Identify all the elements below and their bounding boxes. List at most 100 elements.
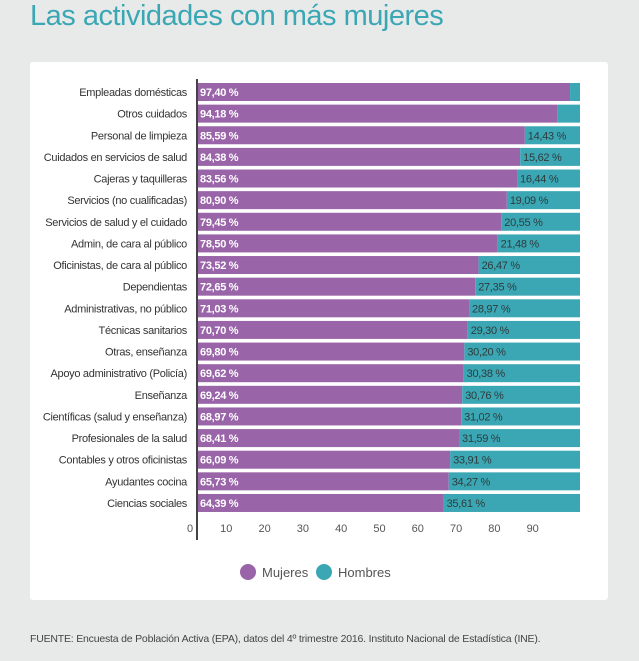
category-label: Cajeras y taquilleras bbox=[94, 174, 188, 186]
value-label-hombres: 27,35 % bbox=[478, 282, 517, 294]
value-label-mujeres: 83,56 % bbox=[200, 174, 239, 186]
category-label: Enseñanza bbox=[135, 390, 189, 402]
page-title: Las actividades con más mujeres bbox=[30, 0, 444, 32]
bar-mujeres bbox=[197, 407, 462, 426]
category-label: Profesionales de la salud bbox=[72, 433, 188, 445]
bar-hombres bbox=[506, 191, 580, 210]
value-label-hombres: 19,09 % bbox=[510, 195, 549, 207]
bar-hombres bbox=[497, 234, 580, 253]
bar-mujeres bbox=[197, 147, 521, 166]
bar-mujeres bbox=[197, 169, 518, 188]
x-tick-label: 70 bbox=[450, 523, 462, 535]
bar-hombres bbox=[520, 147, 580, 166]
bar-mujeres bbox=[197, 450, 451, 469]
category-label: Admin, de cara al público bbox=[71, 238, 187, 250]
source-note: FUENTE: Encuesta de Población Activa (EP… bbox=[30, 633, 541, 645]
x-tick-label: 60 bbox=[412, 523, 424, 535]
bar-mujeres bbox=[197, 429, 460, 448]
x-tick-label: 0 bbox=[187, 523, 193, 535]
bar-hombres bbox=[463, 364, 580, 383]
bar-mujeres bbox=[197, 299, 470, 318]
value-label-hombres: 31,59 % bbox=[462, 433, 501, 445]
bar-mujeres bbox=[197, 364, 464, 383]
x-tick-label: 50 bbox=[373, 523, 385, 535]
value-label-hombres: 35,61 % bbox=[447, 498, 486, 510]
value-label-hombres: 26,47 % bbox=[482, 260, 521, 272]
x-tick-label: 40 bbox=[335, 523, 347, 535]
x-tick-label: 30 bbox=[297, 523, 309, 535]
bar-hombres bbox=[459, 429, 580, 448]
category-label: Cuidados en servicios de salud bbox=[44, 152, 187, 164]
legend-label-mujeres: Mujeres bbox=[262, 565, 309, 580]
value-label-mujeres: 78,50 % bbox=[200, 238, 239, 250]
value-label-mujeres: 64,39 % bbox=[200, 498, 239, 510]
value-label-mujeres: 94,18 % bbox=[200, 109, 239, 121]
bar-mujeres bbox=[197, 126, 525, 145]
value-label-hombres: 30,38 % bbox=[467, 368, 506, 380]
category-label: Otras, enseñanza bbox=[105, 347, 188, 359]
bar-hombres bbox=[448, 472, 580, 491]
value-label-mujeres: 68,97 % bbox=[200, 411, 239, 423]
bar-hombres bbox=[501, 212, 580, 231]
value-label-mujeres: 68,41 % bbox=[200, 433, 239, 445]
value-label-hombres: 15,62 % bbox=[523, 152, 562, 164]
category-label: Apoyo administrativo (Policía) bbox=[50, 368, 187, 380]
legend-label-hombres: Hombres bbox=[338, 565, 391, 580]
x-tick-label: 10 bbox=[220, 523, 232, 535]
bar-mujeres bbox=[197, 342, 465, 361]
value-label-hombres: 34,27 % bbox=[452, 476, 491, 488]
category-label: Técnicas sanitarios bbox=[99, 325, 188, 337]
bar-mujeres bbox=[197, 320, 468, 339]
value-label-hombres: 20,55 % bbox=[504, 217, 543, 229]
category-label: Dependientas bbox=[123, 282, 188, 294]
bar-mujeres bbox=[197, 277, 476, 296]
stacked-bar-chart: Empleadas domésticas 97,40 % Otros cuidado… bbox=[43, 79, 580, 580]
bar-hombres bbox=[464, 342, 580, 361]
bar-mujeres bbox=[197, 212, 502, 231]
bar-mujeres bbox=[197, 256, 479, 275]
legend-swatch-hombres bbox=[316, 563, 332, 580]
value-label-mujeres: 72,65 % bbox=[200, 282, 239, 294]
value-label-mujeres: 65,73 % bbox=[200, 476, 239, 488]
bar-hombres bbox=[450, 450, 580, 469]
bar-hombres bbox=[524, 126, 580, 145]
value-label-hombres: 30,76 % bbox=[465, 390, 504, 402]
category-label: Servicios (no cualificadas) bbox=[67, 195, 187, 207]
bar-hombres bbox=[443, 493, 580, 512]
value-label-mujeres: 79,45 % bbox=[200, 217, 239, 229]
bar-hombres bbox=[478, 256, 580, 275]
value-label-mujeres: 97,40 % bbox=[200, 87, 239, 99]
bar-hombres bbox=[557, 104, 580, 123]
category-label: Personal de limpieza bbox=[91, 130, 188, 142]
legend-swatch-mujeres bbox=[240, 563, 256, 580]
value-label-mujeres: 69,24 % bbox=[200, 390, 239, 402]
x-tick-label: 80 bbox=[488, 523, 500, 535]
value-label-mujeres: 73,52 % bbox=[200, 260, 239, 272]
value-label-hombres: 28,97 % bbox=[472, 303, 511, 315]
category-label: Ciencias sociales bbox=[107, 498, 188, 510]
value-label-hombres: 31,02 % bbox=[464, 411, 503, 423]
bar-hombres bbox=[467, 320, 580, 339]
category-label: Servicios de salud y el cuidado bbox=[45, 217, 187, 229]
value-label-hombres: 33,91 % bbox=[453, 455, 492, 467]
value-label-mujeres: 69,80 % bbox=[200, 347, 239, 359]
category-label: Ayudantes cocina bbox=[105, 476, 188, 488]
value-label-hombres: 16,44 % bbox=[520, 174, 559, 186]
value-label-mujeres: 80,90 % bbox=[200, 195, 239, 207]
bar-hombres bbox=[475, 277, 580, 296]
bar-mujeres bbox=[197, 234, 498, 253]
x-tick-label: 20 bbox=[258, 523, 270, 535]
bar-hombres bbox=[570, 83, 580, 101]
bar-mujeres bbox=[197, 83, 571, 101]
bar-mujeres bbox=[197, 191, 507, 210]
bar-mujeres bbox=[197, 472, 449, 491]
category-label: Oficinistas, de cara al público bbox=[53, 260, 187, 272]
category-label: Contables y otros oficinistas bbox=[59, 455, 188, 467]
value-label-hombres: 21,48 % bbox=[501, 238, 540, 250]
value-label-mujeres: 66,09 % bbox=[200, 455, 239, 467]
value-label-mujeres: 85,59 % bbox=[200, 130, 239, 142]
value-label-mujeres: 69,62 % bbox=[200, 368, 239, 380]
bar-mujeres bbox=[197, 104, 558, 123]
bar-hombres bbox=[462, 385, 580, 404]
value-label-hombres: 30,20 % bbox=[467, 347, 506, 359]
